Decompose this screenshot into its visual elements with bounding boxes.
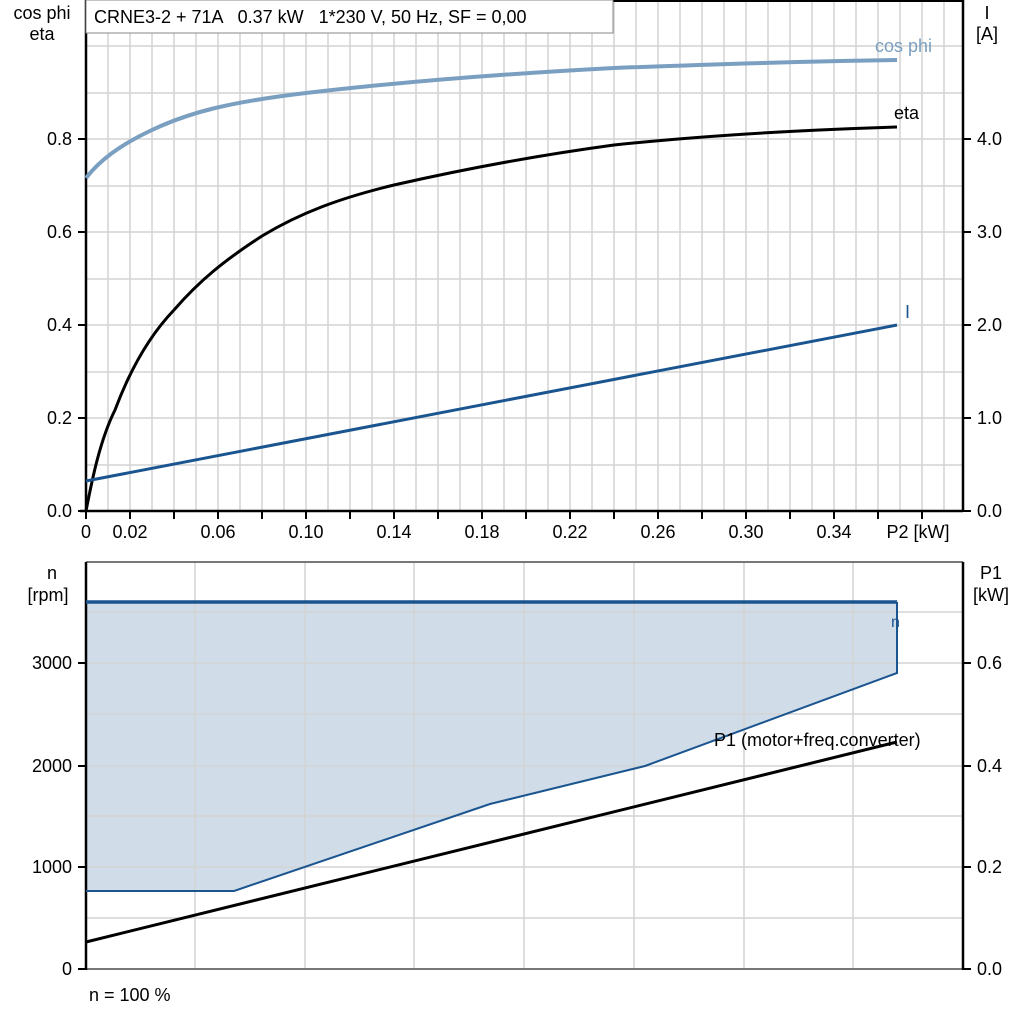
- x-axis-title: P2 [kW]: [886, 522, 949, 542]
- x-tick-label: 0.22: [552, 522, 587, 542]
- bottom-tick-marks: [78, 662, 971, 970]
- speed-tick-label: 3000: [32, 653, 72, 673]
- left-axis-title-eta: eta: [29, 24, 55, 44]
- p1-axis-title: P1: [980, 563, 1002, 583]
- speed-label: n: [891, 614, 900, 631]
- top-chart: 0.0 0.2 0.4 0.6 0.8 0.0 1.0 2.0 3.0 4.0 …: [13, 0, 1002, 542]
- right-tick-label: 4.0: [977, 129, 1002, 149]
- left-tick-label: 0.2: [47, 408, 72, 428]
- right-tick-label: 0.0: [977, 501, 1002, 521]
- left-tick-label: 0.6: [47, 222, 72, 242]
- cosphi-label: cos phi: [875, 36, 932, 56]
- current-label: I: [905, 302, 910, 322]
- x-tick-label: 0.18: [464, 522, 499, 542]
- left-axis-title-cosphi: cos phi: [13, 3, 70, 23]
- speed-range-area: [86, 602, 897, 891]
- x-tick-label: 0.30: [728, 522, 763, 542]
- x-tick-label: 0.02: [112, 522, 147, 542]
- right-tick-marks: [963, 138, 971, 512]
- speed-tick-label: 0: [62, 959, 72, 979]
- speed-tick-label: 1000: [32, 857, 72, 877]
- speed-percent-note: n = 100 %: [89, 985, 171, 1005]
- bottom-grid: [86, 562, 963, 969]
- p1-tick-label: 0.2: [977, 857, 1002, 877]
- p1-tick-label: 0.6: [977, 653, 1002, 673]
- x-tick-label: 0.10: [288, 522, 323, 542]
- left-tick-label: 0.0: [47, 501, 72, 521]
- speed-axis-unit: [rpm]: [27, 585, 68, 605]
- right-axis-title-unit: [A]: [976, 24, 998, 44]
- x-tick-marks: [85, 511, 923, 519]
- p1-axis-unit: [kW]: [973, 585, 1009, 605]
- speed-axis-title: n: [47, 563, 57, 583]
- left-tick-label: 0.4: [47, 315, 72, 335]
- right-axis-title-i: I: [984, 3, 989, 23]
- p1-label: P1 (motor+freq.converter): [714, 730, 921, 750]
- left-tick-label: 0.8: [47, 129, 72, 149]
- x-tick-label: 0.14: [376, 522, 411, 542]
- speed-tick-label: 2000: [32, 756, 72, 776]
- x-tick-label: 0.26: [640, 522, 675, 542]
- eta-label: eta: [894, 103, 920, 123]
- p1-tick-label: 0.0: [977, 959, 1002, 979]
- right-tick-label: 1.0: [977, 408, 1002, 428]
- x-tick-label: 0.06: [200, 522, 235, 542]
- right-tick-label: 2.0: [977, 315, 1002, 335]
- top-grid: [86, 0, 963, 511]
- left-tick-marks: [78, 138, 86, 512]
- bottom-chart: 0 1000 2000 3000 0.0 0.2 0.4 0.6 n [rpm]…: [27, 561, 1009, 1005]
- title-box: [85, 0, 614, 34]
- min-speed-line: [86, 602, 898, 892]
- cosphi-curve: [84, 58, 898, 180]
- right-tick-label: 3.0: [977, 222, 1002, 242]
- current-curve: [85, 323, 898, 483]
- x-tick-label: 0: [81, 522, 91, 542]
- chart-title: CRNE3-2 + 71A 0.37 kW 1*230 V, 50 Hz, SF…: [94, 7, 527, 27]
- x-tick-label: 0.34: [816, 522, 851, 542]
- p1-curve: [85, 740, 898, 944]
- p1-tick-label: 0.4: [977, 756, 1002, 776]
- eta-curve: [84, 125, 898, 512]
